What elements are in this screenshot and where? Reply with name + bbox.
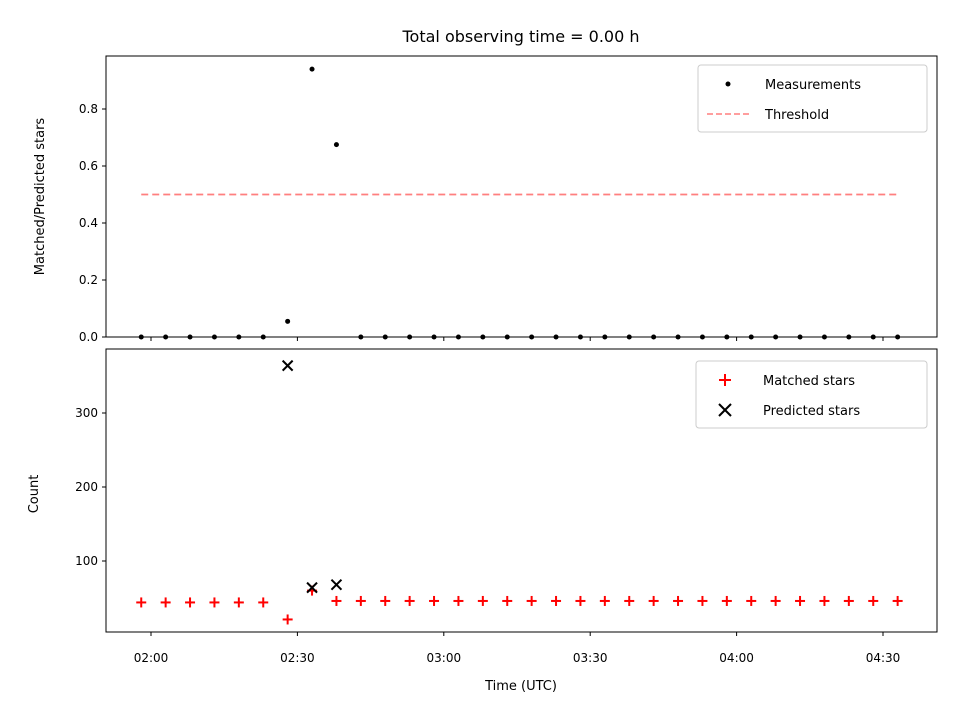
matched-star-point [209,597,220,608]
bottom-x-tick-label: 02:00 [134,651,169,665]
measurement-point [480,334,486,340]
top-plot-area [105,55,938,338]
matched-star-point [526,595,537,606]
matched-star-point [136,597,147,608]
measurement-point [431,334,437,340]
matched-star-point [746,595,757,606]
matched-star-point [795,595,806,606]
bottom-y-axis-label: Count [27,475,42,514]
matched-star-point [185,597,196,608]
matched-star-point [282,614,293,625]
measurement-point [333,142,339,148]
legend-matched-marker [719,374,731,386]
measurement-point [651,334,657,340]
measurement-point [407,334,413,340]
legend-threshold-label: Threshold [764,108,829,123]
matched-star-point [843,595,854,606]
bottom-plot-area [105,348,938,633]
measurement-point [773,334,779,340]
measurement-point [211,334,217,340]
legend-matched-label: Matched stars [763,374,855,389]
measurement-point [358,334,364,340]
measurement-point [529,334,535,340]
bottom-x-tick-label: 04:00 [719,651,754,665]
measurement-point [163,334,169,340]
x-axis-label: Time (UTC) [484,679,557,694]
matched-star-point [453,595,464,606]
matched-star-point [429,595,440,606]
matched-star-point [551,595,562,606]
legend-predicted-marker [718,403,732,417]
bottom-y-tick-label: 200 [75,480,98,494]
measurement-point [382,334,388,340]
measurement-point [577,334,583,340]
matched-star-point [648,595,659,606]
matched-star-point [404,595,415,606]
matched-star-point [892,595,903,606]
measurement-point [626,334,632,340]
matched-star-point [868,595,879,606]
measurement-point [724,334,730,340]
matched-star-point [233,597,244,608]
top-y-tick-label: 0.0 [79,330,98,344]
matched-star-point [721,595,732,606]
top-y-tick-label: 0.8 [79,102,98,116]
bottom-x-tick-label: 03:30 [573,651,608,665]
predicted-star-point [330,578,343,591]
measurement-point [699,334,705,340]
bottom-x-tick-label: 03:00 [427,651,462,665]
chart-title: Total observing time = 0.00 h [401,27,639,46]
measurement-point [821,334,827,340]
measurement-point [602,334,608,340]
predicted-star-stroke-b [330,578,343,591]
top-y-tick-label: 0.2 [79,273,98,287]
measurement-point [309,66,315,72]
matched-star-point [770,595,781,606]
legend-predicted-label: Predicted stars [763,404,860,419]
matched-star-point [380,595,391,606]
measurement-point [187,334,193,340]
measurement-point [236,334,242,340]
measurement-point [455,334,461,340]
top-y-tick-label: 0.6 [79,159,98,173]
top-y-tick-label: 0.4 [79,216,98,230]
matched-star-point [673,595,684,606]
predicted-star-stroke-b [306,581,318,594]
top-legend: Measurements Threshold [697,64,928,133]
matched-star-point [160,597,171,608]
matched-star-point [502,595,513,606]
matched-star-point [477,595,488,606]
measurement-point [553,334,559,340]
matched-star-point [575,595,586,606]
measurement-point [870,334,876,340]
matched-star-point [624,595,635,606]
bottom-legend: Matched stars Predicted stars [695,360,928,429]
measurement-point [895,334,901,340]
bottom-x-tick-label: 02:30 [280,651,315,665]
bottom-y-tick-label: 300 [75,406,98,420]
bottom-y-tick-label: 100 [75,554,98,568]
legend-measurements-marker [725,81,731,87]
top-y-axis-label: Matched/Predicted stars [33,118,48,276]
predicted-star-point [281,359,294,372]
measurement-point [675,334,681,340]
measurement-point [748,334,754,340]
matched-star-point [331,595,342,606]
matched-star-point [355,595,366,606]
matched-star-point [697,595,708,606]
measurement-point [285,318,291,324]
bottom-x-tick-label: 04:30 [866,651,901,665]
measurement-point [846,334,852,340]
measurement-point [797,334,803,340]
predicted-star-point [306,581,318,594]
legend-measurements-label: Measurements [765,78,861,93]
matched-star-point [599,595,610,606]
matched-star-point [819,595,830,606]
measurement-point [504,334,510,340]
measurement-point [260,334,266,340]
measurement-point [138,334,144,340]
matched-star-point [258,597,269,608]
predicted-star-stroke-b [281,359,294,372]
